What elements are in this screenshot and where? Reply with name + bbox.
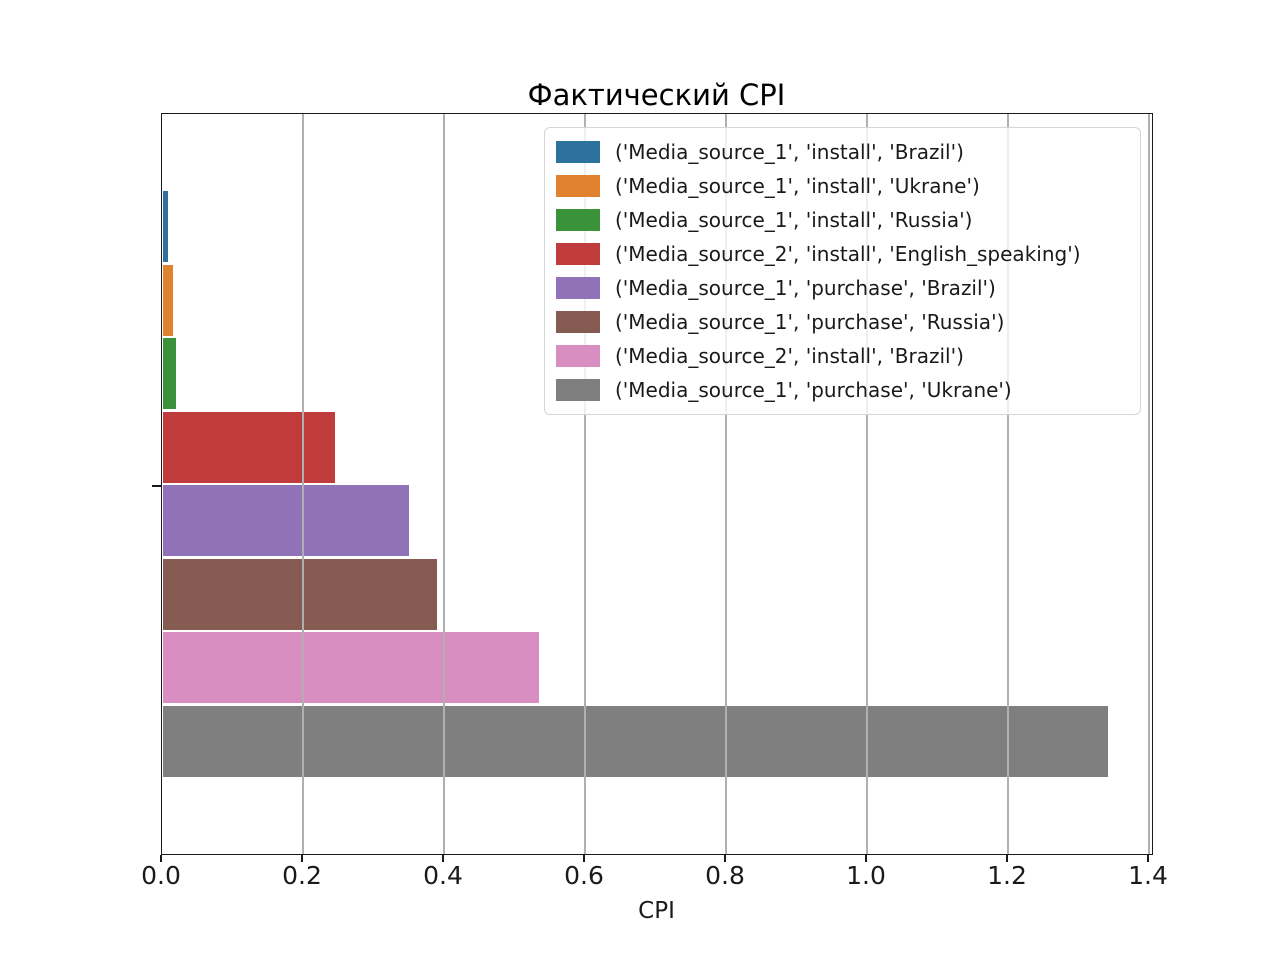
gridline	[866, 114, 868, 854]
legend-item: ('Media_source_2', 'install', 'Brazil')	[545, 339, 1140, 373]
bar	[163, 411, 336, 483]
legend-color-swatch	[556, 243, 600, 265]
x-tick-label: 0.8	[705, 861, 745, 890]
x-tick	[583, 854, 585, 862]
legend-item-label: ('Media_source_1', 'purchase', 'Brazil')	[615, 276, 996, 300]
gridline	[443, 114, 445, 854]
legend-item: ('Media_source_1', 'install', 'Brazil')	[545, 135, 1140, 169]
legend-color-swatch	[556, 311, 600, 333]
legend-item: ('Media_source_1', 'purchase', 'Brazil')	[545, 271, 1140, 305]
legend-item-label: ('Media_source_2', 'install', 'English_s…	[615, 242, 1081, 266]
legend-item-label: ('Media_source_2', 'install', 'Brazil')	[615, 344, 964, 368]
y-tick	[152, 485, 161, 487]
bar	[163, 264, 173, 336]
legend-item: ('Media_source_1', 'purchase', 'Russia')	[545, 305, 1140, 339]
legend-item-label: ('Media_source_1', 'install', 'Brazil')	[615, 140, 964, 164]
legend-item: ('Media_source_2', 'install', 'English_s…	[545, 237, 1140, 271]
bars-layer	[162, 114, 1152, 854]
legend-item-label: ('Media_source_1', 'install', 'Ukrane')	[615, 174, 980, 198]
gridline	[584, 114, 586, 854]
legend-item: ('Media_source_1', 'purchase', 'Ukrane')	[545, 373, 1140, 407]
legend-color-swatch	[556, 379, 600, 401]
gridline	[302, 114, 304, 854]
x-tick	[160, 854, 162, 862]
gridline	[1148, 114, 1150, 854]
legend-color-swatch	[556, 345, 600, 367]
x-tick	[724, 854, 726, 862]
x-tick	[442, 854, 444, 862]
bar	[163, 191, 168, 262]
gridline	[1007, 114, 1009, 854]
x-tick-label: 1.2	[987, 861, 1027, 890]
chart-title: Фактический CPI	[527, 78, 786, 112]
x-axis-label: CPI	[638, 898, 675, 924]
legend-color-swatch	[556, 277, 600, 299]
legend-item: ('Media_source_1', 'install', 'Ukrane')	[545, 169, 1140, 203]
bar	[163, 632, 539, 704]
bar	[163, 485, 410, 557]
legend: ('Media_source_1', 'install', 'Brazil') (…	[544, 127, 1141, 415]
x-tick-label: 1.0	[846, 861, 886, 890]
bar	[163, 705, 1108, 777]
legend-item-label: ('Media_source_1', 'purchase', 'Russia')	[615, 310, 1005, 334]
x-tick-label: 0.4	[423, 861, 463, 890]
legend-item-label: ('Media_source_1', 'purchase', 'Ukrane')	[615, 378, 1012, 402]
plot-area: ('Media_source_1', 'install', 'Brazil') (…	[152, 113, 1153, 855]
x-tick-label: 0.6	[564, 861, 604, 890]
bar	[163, 338, 176, 410]
legend-color-swatch	[556, 209, 600, 231]
x-tick-label: 1.4	[1128, 861, 1168, 890]
gridline	[725, 114, 727, 854]
x-tick	[1147, 854, 1149, 862]
x-tick-label: 0.0	[141, 861, 181, 890]
x-tick	[1006, 854, 1008, 862]
legend-item: ('Media_source_1', 'install', 'Russia')	[545, 203, 1140, 237]
x-tick	[865, 854, 867, 862]
legend-color-swatch	[556, 175, 600, 197]
bar	[163, 558, 437, 630]
legend-color-swatch	[556, 141, 600, 163]
grid-layer	[162, 114, 1152, 854]
legend-item-label: ('Media_source_1', 'install', 'Russia')	[615, 208, 973, 232]
x-tick-label: 0.2	[282, 861, 322, 890]
x-tick	[301, 854, 303, 862]
